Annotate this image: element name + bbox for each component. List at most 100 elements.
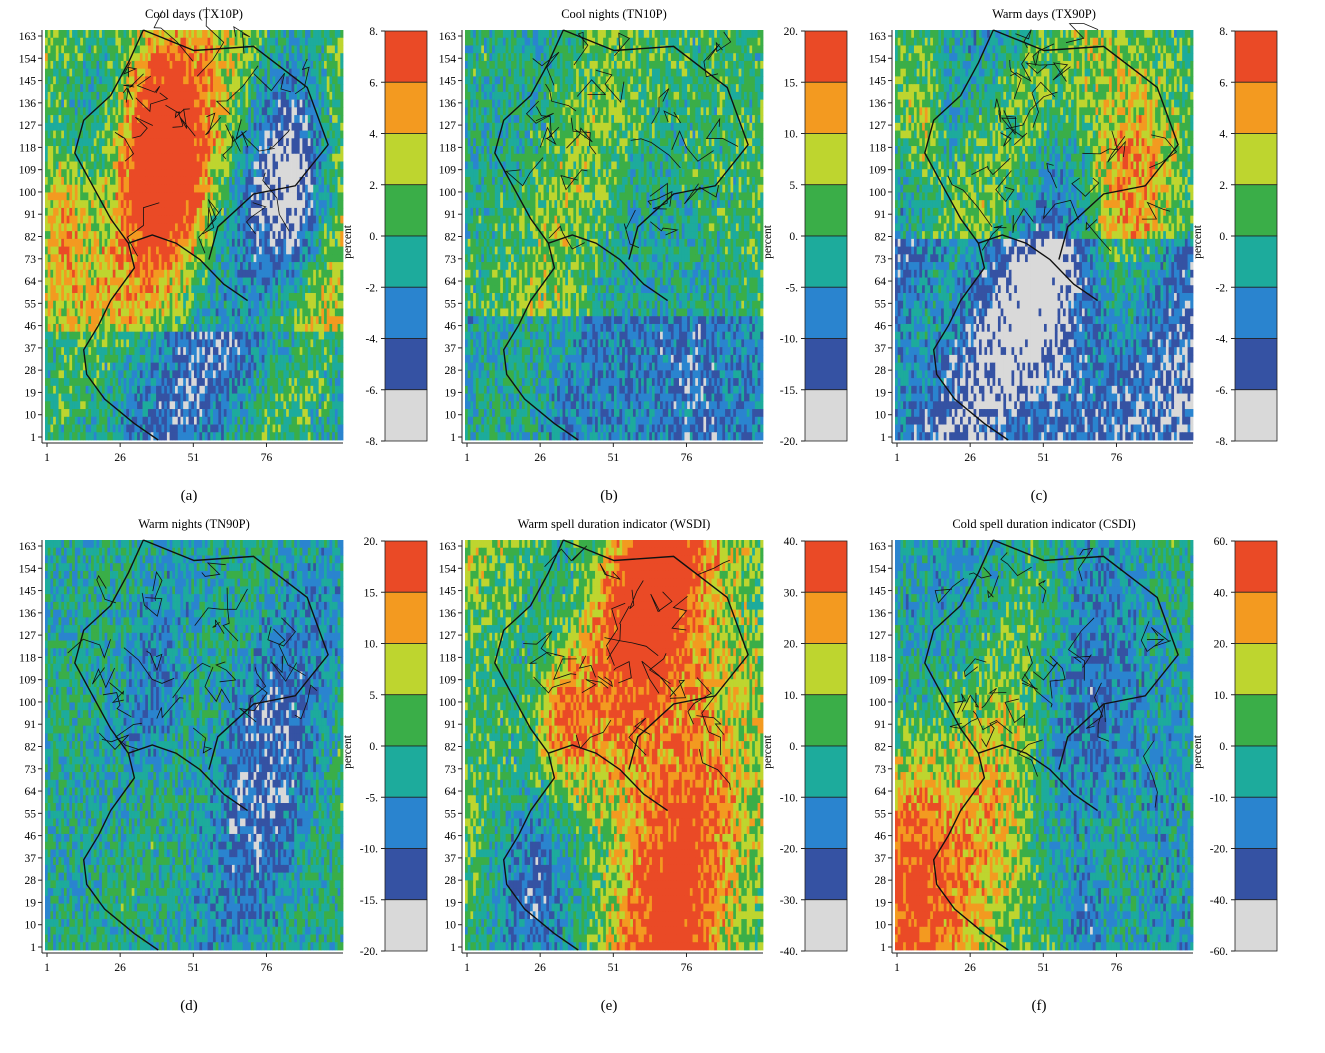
y-tick-label: 73 xyxy=(875,254,887,266)
y-tick-label: 28 xyxy=(445,365,457,377)
y-tick-label: 127 xyxy=(439,630,457,642)
colorbar-tick-label: 6. xyxy=(1219,77,1228,89)
y-tick-label: 145 xyxy=(439,76,457,88)
y-tick-label: 82 xyxy=(25,742,37,754)
colorbar-tick-label: -6. xyxy=(1216,385,1229,397)
colorbar-swatch xyxy=(804,184,848,237)
y-tick-label: 154 xyxy=(19,563,37,575)
colorbar-tick-label: 20. xyxy=(1214,639,1229,651)
x-tick-label: 26 xyxy=(114,962,126,974)
colorbar-swatch xyxy=(804,81,848,134)
colorbar-swatch xyxy=(384,745,428,798)
x-tick-label: 26 xyxy=(534,452,546,464)
y-tick-label: 73 xyxy=(25,254,37,266)
x-tick-label: 1 xyxy=(464,962,470,974)
colorbar-tick-label: -8. xyxy=(1216,436,1229,448)
colorbar xyxy=(804,540,848,952)
y-tick-label: 64 xyxy=(445,276,457,288)
chart-svg: Warm nights (TN90P)163154145136127118109… xyxy=(19,517,428,1014)
y-tick-label: 109 xyxy=(19,165,37,177)
colorbar-label: percent xyxy=(762,734,774,769)
colorbar-tick-label: -15. xyxy=(360,895,378,907)
colorbar-swatch xyxy=(1234,848,1278,901)
chart-title: Cold spell duration indicator (CSDI) xyxy=(952,517,1135,531)
colorbar-tick-label: 8. xyxy=(369,26,378,38)
colorbar-swatch xyxy=(804,30,848,83)
colorbar-tick-label: 0. xyxy=(369,741,378,753)
y-tick-label: 73 xyxy=(875,764,887,776)
chart-svg: Cool nights (TN10P)163154145136127118109… xyxy=(439,7,848,504)
y-tick-label: 82 xyxy=(25,232,37,244)
colorbar-tick-label: 8. xyxy=(1219,26,1228,38)
chart-title: Cool days (TX10P) xyxy=(145,7,243,21)
y-tick-label: 10 xyxy=(25,410,37,422)
colorbar-swatch xyxy=(804,133,848,186)
y-tick-label: 154 xyxy=(869,53,887,65)
colorbar-tick-label: -20. xyxy=(360,946,378,958)
colorbar-swatch xyxy=(804,745,848,798)
colorbar-tick-label: 2. xyxy=(1219,180,1228,192)
colorbar-swatch xyxy=(804,235,848,288)
y-tick-label: 118 xyxy=(19,142,36,154)
y-tick-label: 91 xyxy=(875,719,887,731)
colorbar-tick-label: -60. xyxy=(1210,946,1228,958)
y-tick-label: 46 xyxy=(25,321,37,333)
colorbar-tick-label: 2. xyxy=(369,180,378,192)
y-tick-label: 118 xyxy=(439,142,456,154)
y-tick-label: 1 xyxy=(30,432,36,444)
colorbar-tick-label: 4. xyxy=(1219,129,1228,141)
colorbar-tick-label: 5. xyxy=(789,180,798,192)
colorbar-swatch xyxy=(1234,591,1278,644)
panel-sublabel: (e) xyxy=(601,998,618,1014)
y-tick-label: 154 xyxy=(19,53,37,65)
y-tick-label: 163 xyxy=(19,541,37,553)
colorbar-tick-label: 15. xyxy=(784,77,799,89)
colorbar-label: percent xyxy=(762,224,774,259)
colorbar-tick-label: -40. xyxy=(780,946,798,958)
y-tick-label: 145 xyxy=(19,586,37,598)
y-tick-label: 73 xyxy=(445,254,457,266)
colorbar-tick-label: 5. xyxy=(369,690,378,702)
y-tick-label: 1 xyxy=(30,942,36,954)
y-tick-label: 64 xyxy=(875,276,887,288)
y-tick-label: 118 xyxy=(19,652,36,664)
y-tick-label: 19 xyxy=(875,387,887,399)
colorbar-tick-label: -4. xyxy=(366,334,379,346)
x-tick-label: 26 xyxy=(964,452,976,464)
y-tick-label: 28 xyxy=(875,875,887,887)
x-tick-label: 76 xyxy=(1111,452,1123,464)
colorbar-tick-label: 30. xyxy=(784,587,799,599)
y-tick-label: 37 xyxy=(875,853,887,865)
x-tick-label: 51 xyxy=(608,962,620,974)
y-tick-label: 118 xyxy=(869,652,886,664)
y-tick-label: 28 xyxy=(25,365,37,377)
colorbar-label: percent xyxy=(1192,224,1204,259)
colorbar-swatch xyxy=(384,184,428,237)
colorbar-label: percent xyxy=(342,224,354,259)
colorbar-swatch xyxy=(1234,184,1278,237)
y-tick-label: 109 xyxy=(869,675,887,687)
x-tick-label: 51 xyxy=(188,452,200,464)
chart-title: Warm days (TX90P) xyxy=(992,7,1096,21)
x-tick-label: 51 xyxy=(1038,962,1050,974)
colorbar-swatch xyxy=(384,796,428,849)
y-tick-label: 19 xyxy=(445,387,457,399)
y-tick-label: 55 xyxy=(25,298,37,310)
colorbar-tick-label: 10. xyxy=(364,639,379,651)
y-tick-label: 154 xyxy=(439,53,457,65)
colorbar-label: percent xyxy=(1192,734,1204,769)
y-tick-label: 100 xyxy=(19,187,37,199)
y-tick-label: 154 xyxy=(439,563,457,575)
colorbar-swatch xyxy=(1234,643,1278,696)
colorbar-swatch xyxy=(1234,745,1278,798)
y-tick-label: 82 xyxy=(875,742,887,754)
y-tick-label: 145 xyxy=(869,586,887,598)
colorbar-swatch xyxy=(384,591,428,644)
y-tick-label: 37 xyxy=(25,343,37,355)
colorbar-swatch xyxy=(1234,694,1278,747)
x-tick-label: 51 xyxy=(188,962,200,974)
y-tick-label: 136 xyxy=(439,608,457,620)
x-tick-label: 1 xyxy=(44,452,50,464)
heatmap-field xyxy=(45,30,344,441)
y-tick-label: 1 xyxy=(450,432,456,444)
